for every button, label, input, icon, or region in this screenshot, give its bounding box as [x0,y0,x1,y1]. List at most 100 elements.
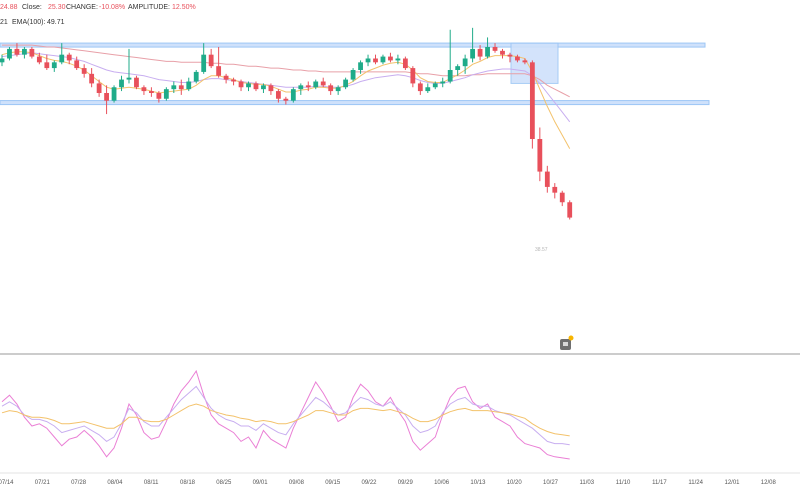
candle [328,83,334,95]
candle-body [253,83,259,90]
candle [74,56,80,70]
candle [201,43,207,74]
camera-button[interactable] [560,335,574,351]
candle-body [440,81,446,84]
candle [358,60,363,74]
candle-body [193,71,199,82]
candle-body [313,81,319,88]
support-zone [0,100,710,106]
candle-body [119,79,124,88]
resistance-zone [0,42,706,48]
candle [186,77,192,92]
candle-body [201,54,207,72]
candle [350,68,356,82]
candle [141,85,147,95]
candle [193,70,199,84]
candle-body [470,48,476,59]
candle [81,64,87,78]
candle-body [96,83,102,93]
osc-line-mid [1,385,570,446]
x-tick-label: 08/18 [180,480,196,486]
candle [44,54,50,70]
x-tick-label: 09/15 [325,480,341,486]
x-tick-label: 09/08 [289,480,305,486]
x-tick-label: 12/08 [761,480,777,486]
candle-body [216,66,222,76]
candle [470,27,476,63]
candle [238,79,244,92]
candle-body [104,93,109,101]
x-tick-label: 11/17 [652,480,667,486]
header-prefix-value: 24.88 [0,4,18,11]
candle-body [358,62,363,70]
candle [402,56,408,70]
header-change-value: -10.08% [99,4,125,11]
oscillator-pane [1,369,570,460]
candle [298,83,304,95]
candle [373,54,378,65]
candle [485,37,490,59]
candle-body [365,58,371,63]
candle [246,81,251,92]
candle [559,190,565,207]
x-tick-label: 07/14 [0,480,14,486]
header-change-label: CHANGE: [66,4,98,11]
candle-body [425,87,431,92]
ema-value: 49.71 [47,19,65,26]
candle-body [335,87,341,92]
x-tick-label: 07/21 [35,480,51,486]
candle [149,87,154,97]
candle-body [0,58,5,63]
candle [388,52,393,63]
candle [305,81,311,92]
candle-body [500,50,505,55]
candle [171,81,177,93]
ema-prefix: 21 [0,19,8,26]
candle [111,85,117,103]
candle [515,54,520,63]
candle-body [515,56,520,61]
candle-body [522,60,528,63]
x-tick-label: 08/04 [107,480,123,486]
candle [29,47,35,59]
candle-body [59,54,65,63]
candle-body [447,70,453,82]
candle-body [350,70,356,80]
candle [380,54,386,65]
candle [59,43,65,65]
candle-body [492,47,498,51]
candle-body [186,81,192,90]
candle-body [74,60,80,69]
x-tick-label: 12/01 [724,480,740,486]
header-bar: 24.88 Close: 25.30 CHANGE: -10.08% AMPLI… [0,4,196,26]
candle [477,45,483,61]
candle [395,54,401,65]
candle [492,43,498,53]
x-tick-label: 08/11 [144,480,159,486]
candle [0,54,5,67]
header-amplitude-value: 12.50% [172,4,196,11]
candle-body [529,62,535,140]
candle-body [559,192,565,203]
ema-label: EMA(100): [12,19,46,26]
candle-body [178,85,184,90]
last-price-label: 38.57 [535,247,548,253]
x-tick-label: 09/22 [361,480,377,486]
candle [126,48,132,84]
x-tick-label: 11/03 [580,480,595,486]
candle-body [373,58,378,63]
candle [522,58,528,65]
candle [343,77,349,90]
candle [320,77,326,88]
notification-dot-icon [568,335,574,341]
candle-body [537,139,543,172]
candle [231,77,236,86]
candle-body [246,83,251,88]
candle [283,96,289,105]
candle-body [388,56,393,61]
candle-body [44,62,50,69]
x-tick-label: 10/13 [470,480,486,486]
candle-body [462,58,468,67]
candle [22,47,27,59]
candle [208,48,214,69]
